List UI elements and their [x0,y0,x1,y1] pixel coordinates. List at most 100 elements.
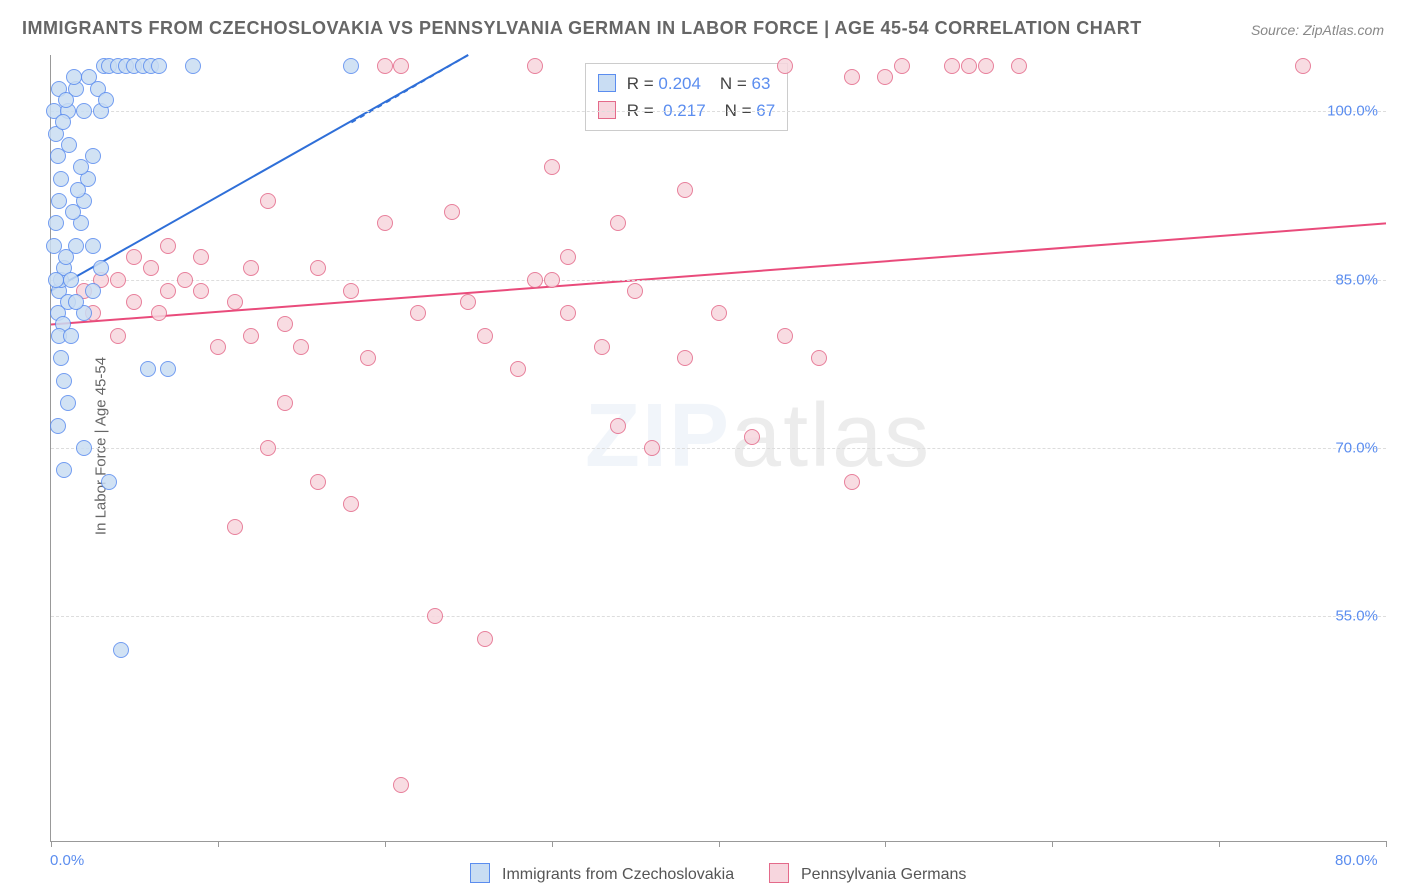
data-point-penn [393,58,409,74]
series-name-penn: Pennsylvania Germans [801,866,966,883]
data-point-czech [98,92,114,108]
data-point-penn [277,316,293,332]
data-point-penn [444,204,460,220]
data-point-penn [310,474,326,490]
data-point-czech [113,642,129,658]
data-point-penn [544,272,560,288]
series-name-czech: Immigrants from Czechoslovakia [502,866,734,883]
data-point-penn [844,474,860,490]
data-point-czech [70,182,86,198]
x-tick-mark [51,841,52,847]
data-point-penn [944,58,960,74]
data-point-penn [1295,58,1311,74]
data-point-penn [110,272,126,288]
data-point-czech [56,462,72,478]
data-point-czech [65,204,81,220]
data-point-penn [260,193,276,209]
data-point-czech [151,58,167,74]
data-point-penn [210,339,226,355]
data-point-czech [160,361,176,377]
data-point-penn [410,305,426,321]
x-tick-mark [719,841,720,847]
data-point-czech [68,294,84,310]
data-point-czech [48,272,64,288]
data-point-penn [243,260,259,276]
data-point-penn [143,260,159,276]
data-point-penn [343,496,359,512]
x-tick-mark [218,841,219,847]
y-tick-label: 55.0% [1335,608,1378,625]
x-tick-mark [1386,841,1387,847]
data-point-penn [811,350,827,366]
data-point-penn [360,350,376,366]
data-point-penn [777,328,793,344]
data-point-czech [85,283,101,299]
data-point-czech [85,238,101,254]
chart-title: IMMIGRANTS FROM CZECHOSLOVAKIA VS PENNSY… [22,18,1142,39]
data-point-penn [1011,58,1027,74]
data-point-penn [477,631,493,647]
data-point-penn [110,328,126,344]
data-point-penn [126,249,142,265]
n-label: N = [720,74,747,93]
swatch-czech [470,863,490,883]
series-legend: Immigrants from Czechoslovakia Pennsylva… [0,863,1406,884]
data-point-penn [677,350,693,366]
data-point-czech [58,249,74,265]
data-point-penn [377,58,393,74]
data-point-penn [243,328,259,344]
data-point-penn [711,305,727,321]
y-tick-label: 85.0% [1335,271,1378,288]
data-point-penn [310,260,326,276]
data-point-czech [51,193,67,209]
data-point-penn [227,519,243,535]
data-point-czech [58,92,74,108]
data-point-czech [93,260,109,276]
data-point-penn [227,294,243,310]
data-point-czech [66,69,82,85]
data-point-penn [560,249,576,265]
data-point-penn [377,215,393,231]
data-point-penn [844,69,860,85]
r-value-czech: 0.204 [658,74,701,93]
data-point-penn [627,283,643,299]
data-point-penn [460,294,476,310]
data-point-czech [48,215,64,231]
data-point-czech [73,159,89,175]
data-point-czech [343,58,359,74]
data-point-penn [777,58,793,74]
chart-plot-area: ZIPatlas R = 0.204 N = 63 R = 0.217 N = … [50,55,1386,842]
data-point-penn [427,608,443,624]
data-point-penn [744,429,760,445]
data-point-penn [644,440,660,456]
data-point-penn [594,339,610,355]
x-tick-mark [385,841,386,847]
data-point-czech [53,350,69,366]
data-point-czech [185,58,201,74]
x-tick-mark [885,841,886,847]
y-tick-label: 70.0% [1335,440,1378,457]
data-point-penn [894,58,910,74]
data-point-czech [63,328,79,344]
data-point-penn [544,159,560,175]
n-value-czech: 63 [752,74,771,93]
data-point-penn [961,58,977,74]
source-label: Source: ZipAtlas.com [1251,22,1384,38]
x-tick-mark [1052,841,1053,847]
x-tick-label: 0.0% [50,852,84,869]
r-label: R = [627,74,654,93]
swatch-penn [769,863,789,883]
gridline [51,280,1386,281]
data-point-czech [56,373,72,389]
data-point-penn [277,395,293,411]
legend-row-czech: R = 0.204 N = 63 [598,70,775,97]
data-point-penn [527,58,543,74]
gridline [51,616,1386,617]
y-tick-label: 100.0% [1327,103,1378,120]
x-tick-mark [1219,841,1220,847]
gridline [51,448,1386,449]
data-point-penn [610,215,626,231]
data-point-penn [260,440,276,456]
x-tick-label: 80.0% [1335,852,1378,869]
data-point-penn [193,283,209,299]
